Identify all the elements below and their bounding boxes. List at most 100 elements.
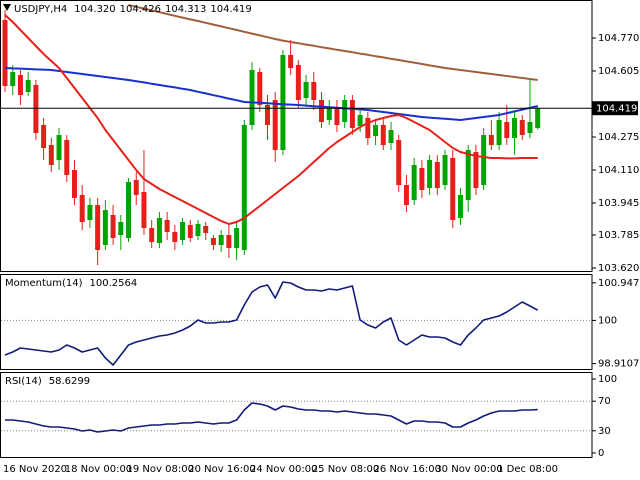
candle-body	[187, 225, 193, 238]
candle-body	[473, 152, 479, 188]
header-value: 104.320	[74, 4, 115, 15]
candle-body	[234, 228, 240, 248]
panel-header: Momentum(14) 100.2564	[5, 278, 137, 289]
series-line	[4, 67, 538, 121]
header-value: 100.2564	[90, 278, 138, 289]
x-tick-label: 1 Dec 08:00	[497, 464, 558, 475]
candle-body	[396, 140, 402, 185]
series-line	[4, 281, 539, 366]
candle-body	[411, 165, 417, 200]
x-tick-label: 18 Nov 00:00	[65, 464, 132, 475]
candle-body	[102, 210, 108, 245]
candle-body	[33, 85, 39, 133]
panel-header: USDJPY,H4 104.320 104.426 104.313 104.419	[14, 4, 252, 15]
candle-body	[457, 195, 463, 218]
candle-body	[427, 160, 433, 188]
y-tick-label: 103.785	[598, 230, 639, 241]
header-value: 58.6299	[49, 376, 90, 387]
x-tick-label: 20 Nov 16:00	[188, 464, 255, 475]
candle-body	[450, 158, 456, 220]
panel-title: Momentum(14)	[5, 278, 83, 289]
candle-body	[203, 226, 209, 233]
y-tick-label: 104.770	[598, 33, 639, 44]
panel-frame	[0, 372, 593, 458]
candle-body	[419, 168, 425, 190]
candle-body	[79, 195, 85, 222]
candle-body	[110, 215, 116, 238]
y-tick-label: 104.275	[598, 132, 639, 143]
last-price-box	[592, 101, 638, 116]
header-value: 104.426	[120, 4, 161, 15]
candle-body	[2, 20, 8, 86]
candle-body	[210, 238, 216, 245]
candle-body	[334, 108, 340, 125]
x-tick-label: 30 Nov 00:00	[435, 464, 502, 475]
x-tick-label: 19 Nov 08:00	[127, 464, 194, 475]
candle-body	[133, 180, 139, 195]
candle-body	[512, 118, 518, 138]
candle-body	[319, 100, 325, 122]
panel-header: RSI(14) 58.6299	[5, 376, 90, 387]
candle-body	[311, 82, 317, 100]
candle-body	[241, 125, 247, 250]
candle-body	[442, 155, 448, 185]
candle-body	[488, 135, 494, 145]
last-price-label: 104.419	[596, 104, 637, 115]
candle-body	[326, 108, 332, 120]
panel-title: USDJPY,H4	[14, 4, 67, 15]
y-tick-label: 70	[598, 396, 611, 407]
candle-body	[481, 135, 487, 185]
candle-body	[295, 65, 301, 100]
panel-title: RSI(14)	[5, 376, 42, 387]
candle-body	[465, 150, 471, 200]
y-tick-label: 0	[598, 448, 604, 459]
candle-body	[257, 72, 263, 105]
candle-body	[149, 228, 155, 242]
candle-body	[303, 82, 309, 98]
candle-body	[118, 222, 124, 235]
candle-body	[56, 135, 62, 160]
candle-body	[172, 232, 178, 242]
candle-body	[342, 100, 348, 122]
candle-body	[41, 125, 47, 148]
candle-body	[71, 170, 77, 198]
candle-body	[48, 145, 54, 165]
candle-body	[87, 205, 93, 220]
candle-body	[280, 55, 286, 150]
panel-frame	[0, 0, 593, 272]
series-line	[4, 14, 538, 225]
candle-body	[195, 224, 201, 236]
candle-body	[519, 120, 525, 135]
candle-body	[164, 220, 170, 232]
y-tick-label: 103.945	[598, 198, 639, 209]
x-tick-label: 24 Nov 00:00	[250, 464, 317, 475]
candle-body	[17, 75, 23, 95]
y-tick-label: 100	[598, 374, 617, 385]
candle-body	[434, 162, 440, 188]
candle-body	[388, 130, 394, 143]
candle-body	[504, 122, 510, 138]
candle-body	[403, 185, 409, 205]
series-line	[128, 4, 538, 81]
candle-body	[272, 100, 278, 150]
x-tick-label: 26 Nov 16:00	[374, 464, 441, 475]
y-tick-label: 104.605	[598, 66, 639, 77]
candle-body	[126, 182, 132, 238]
candle-body	[357, 115, 363, 126]
candle-body	[496, 120, 502, 145]
candle-body	[141, 192, 147, 228]
candle-body	[95, 205, 101, 250]
candle-body	[527, 122, 533, 133]
y-tick-label: 100	[598, 315, 617, 326]
candle-body	[180, 222, 186, 240]
series-line	[5, 402, 538, 433]
header-value: 104.313	[165, 4, 206, 15]
panel-frame	[0, 274, 593, 370]
candle-body	[249, 70, 255, 125]
y-tick-label: 100.9472	[598, 278, 640, 289]
x-tick-label: 25 Nov 08:00	[312, 464, 379, 475]
y-tick-label: 104.110	[598, 165, 639, 176]
candle-body	[156, 218, 162, 243]
